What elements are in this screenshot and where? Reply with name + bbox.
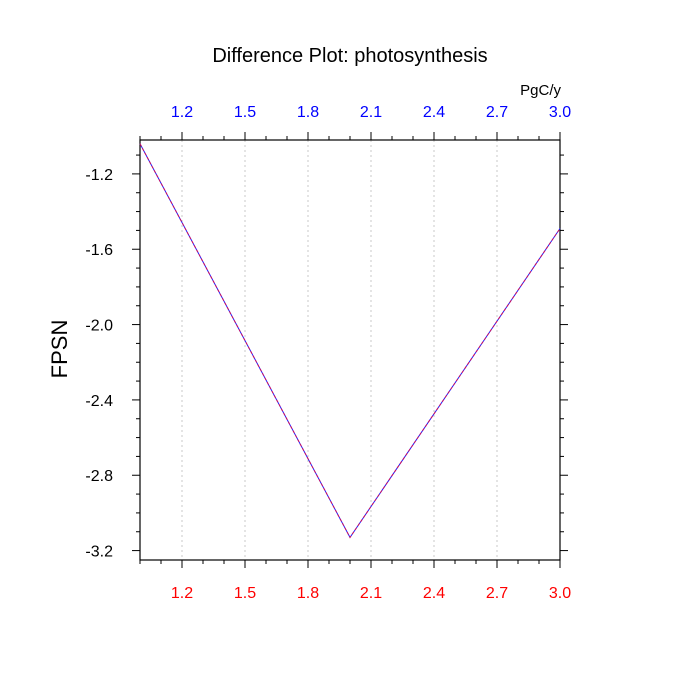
x-tick-label-top: 1.8 [297, 104, 319, 121]
x-tick-label-top: 2.1 [360, 104, 382, 121]
x-tick-label-bottom: 1.8 [297, 585, 319, 602]
series-layer [139, 143, 561, 539]
x-tick-label-top: 2.4 [423, 104, 445, 121]
y-tick-label: -1.2 [85, 167, 113, 184]
x-tick-label-bottom: 1.5 [234, 585, 256, 602]
tick-labels: 1.2 1.2 1.5 1.5 1.8 1.8 2.1 2.1 2.4 2.4 2.7 2.7 3.0 3… [85, 104, 571, 602]
y-tick-label: -2.4 [85, 393, 113, 410]
x-tick-label-top: 1.2 [171, 104, 193, 121]
top-axis-units: PgC/y [520, 82, 561, 99]
y-tick-label: -3.2 [85, 544, 113, 561]
y-tick-label: -2.0 [85, 318, 113, 335]
x-tick-label-top: 2.7 [486, 104, 508, 121]
x-tick-label-bottom: 2.7 [486, 585, 508, 602]
y-tick-label: -1.6 [85, 242, 113, 259]
plot-frame [139, 139, 561, 561]
y-tick-label: -2.8 [85, 468, 113, 485]
x-tick-label-bottom: 1.2 [171, 585, 193, 602]
y-axis-label: FPSN [47, 320, 72, 379]
x-tick-label-bottom: 2.4 [423, 585, 445, 602]
x-tick-label-bottom: 2.1 [360, 585, 382, 602]
series-line-dashed [139, 143, 561, 539]
x-tick-label-top: 1.5 [234, 104, 256, 121]
gridlines [181, 140, 498, 560]
axis-ticks [132, 132, 568, 568]
x-tick-label-bottom: 3.0 [549, 585, 571, 602]
chart-title: Difference Plot: photosynthesis [212, 45, 487, 67]
x-tick-label-top: 3.0 [549, 104, 571, 121]
